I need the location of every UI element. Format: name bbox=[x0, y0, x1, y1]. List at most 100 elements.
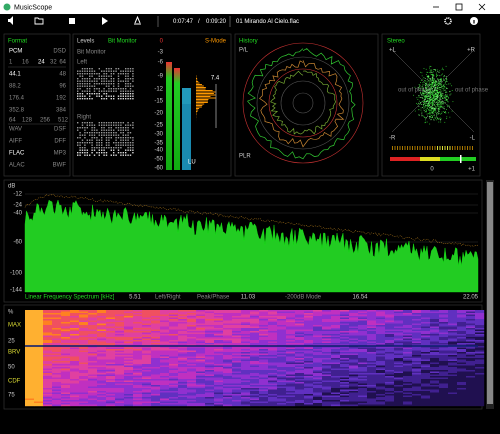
stereo-dot bbox=[419, 92, 421, 94]
spectrogram-cell bbox=[142, 338, 152, 341]
spectrogram-cell bbox=[277, 379, 287, 381]
bit-cell bbox=[81, 68, 84, 70]
bit-cell bbox=[84, 98, 86, 100]
stereo-dot bbox=[435, 106, 436, 108]
spectrogram-cell bbox=[313, 374, 323, 377]
stereo-dot bbox=[438, 82, 440, 84]
spectrogram-cell bbox=[52, 367, 62, 369]
bit-cell bbox=[132, 90, 134, 92]
bit-cell bbox=[98, 147, 100, 149]
scrollbar-thumb[interactable] bbox=[487, 182, 493, 404]
spectrogram-cell bbox=[277, 377, 287, 380]
container: WAV bbox=[9, 127, 22, 133]
spectrogram-cell bbox=[322, 403, 332, 405]
spectrogram-cell bbox=[25, 349, 35, 351]
spectrogram-cell bbox=[223, 347, 233, 350]
spectrogram-cell bbox=[52, 334, 62, 336]
bit-cell bbox=[113, 70, 115, 72]
bit-cell bbox=[117, 98, 120, 100]
spectrogram-cell bbox=[295, 313, 305, 315]
spectrogram-cell bbox=[133, 382, 143, 384]
correlation-tick bbox=[424, 146, 426, 150]
spectrogram-cell bbox=[349, 322, 359, 324]
stereo-dot bbox=[443, 85, 445, 87]
spectrogram-cell bbox=[214, 316, 224, 318]
spectrogram-cell bbox=[286, 397, 296, 399]
spectrogram-cell bbox=[349, 389, 359, 392]
spectrogram-cell bbox=[457, 319, 467, 321]
stereo-dot bbox=[445, 112, 447, 114]
spectrogram-cell bbox=[313, 317, 323, 320]
spectrogram-cell bbox=[421, 358, 431, 360]
spectrogram-cell bbox=[115, 320, 125, 323]
spectrogram-cell bbox=[169, 395, 179, 398]
spectrogram-cell bbox=[79, 329, 89, 332]
stereo-dot bbox=[437, 78, 439, 80]
stereo-dot bbox=[431, 108, 433, 110]
spectrogram-cell bbox=[169, 320, 179, 323]
spectrogram-cell bbox=[385, 391, 395, 393]
bit-cell bbox=[79, 93, 81, 95]
spectrogram-cell bbox=[88, 367, 98, 369]
maximize-button[interactable] bbox=[455, 3, 463, 11]
spectrogram-cell bbox=[187, 337, 197, 339]
spectrogram-cell bbox=[277, 397, 287, 399]
spectrogram-cell bbox=[241, 317, 251, 320]
spectrogram-cell bbox=[313, 332, 323, 335]
open-button[interactable] bbox=[34, 17, 44, 25]
stereo-dot bbox=[432, 115, 433, 117]
stereo-dot bbox=[430, 93, 432, 95]
spectrogram-cell bbox=[79, 403, 89, 405]
stereo-dot bbox=[419, 84, 421, 86]
bit-cell bbox=[122, 144, 124, 146]
stereo-dot bbox=[438, 110, 439, 112]
spectrogram-cell bbox=[133, 394, 143, 396]
stop-button[interactable] bbox=[69, 18, 75, 24]
spectrogram-cell bbox=[475, 359, 485, 362]
spectrogram-cell bbox=[268, 394, 278, 396]
stereo-dot bbox=[440, 91, 442, 93]
bit-cell bbox=[103, 93, 105, 95]
spectrogram-cell bbox=[205, 364, 215, 366]
spectrogram-cell bbox=[358, 325, 368, 327]
volume-button[interactable] bbox=[8, 16, 13, 25]
spectrogram-cell bbox=[412, 323, 422, 326]
spectrogram-cell bbox=[304, 335, 314, 338]
stereo-dot bbox=[423, 81, 425, 83]
spectrogram-cell bbox=[457, 362, 467, 365]
settings-button[interactable] bbox=[444, 17, 452, 25]
spectrogram-cell bbox=[61, 340, 71, 342]
spectrogram-cell bbox=[25, 362, 35, 365]
spectrogram-cell bbox=[430, 358, 440, 360]
spectrogram-cell bbox=[439, 382, 449, 384]
spectrogram-cell bbox=[169, 334, 179, 336]
stereo-dot bbox=[427, 84, 429, 86]
play-button[interactable] bbox=[102, 17, 108, 25]
spectrogram-cell bbox=[79, 338, 89, 341]
spectrogram-cell bbox=[88, 374, 98, 377]
spectrogram-cell bbox=[448, 322, 458, 324]
spectrogram-cell bbox=[205, 335, 215, 338]
spectrogram-cell bbox=[340, 331, 350, 333]
bit-cell bbox=[103, 132, 105, 134]
stereo-dot bbox=[437, 80, 439, 82]
spectrogram-cell bbox=[394, 386, 404, 389]
spectrogram-cell bbox=[259, 316, 269, 318]
bit-cell bbox=[105, 154, 108, 156]
eject-button[interactable] bbox=[134, 15, 141, 25]
spectrogram-cell bbox=[250, 380, 260, 383]
spectrogram-cell bbox=[232, 388, 242, 390]
x-tick-label: 11.03 bbox=[241, 295, 256, 301]
spectrogram-cell bbox=[430, 367, 440, 369]
spectrogram-cell bbox=[250, 316, 260, 318]
spectrogram-cell bbox=[259, 367, 269, 369]
stereo-dot bbox=[429, 92, 431, 94]
spectrogram-cell bbox=[223, 337, 233, 339]
stereo-dot bbox=[429, 115, 431, 117]
close-button[interactable] bbox=[478, 3, 486, 11]
spectrogram-cell bbox=[79, 340, 89, 342]
spectrogram-cell bbox=[322, 380, 332, 383]
spectrogram-cell bbox=[466, 376, 476, 378]
spectrogram-cell bbox=[160, 362, 170, 365]
spectrogram-cell bbox=[394, 355, 404, 357]
